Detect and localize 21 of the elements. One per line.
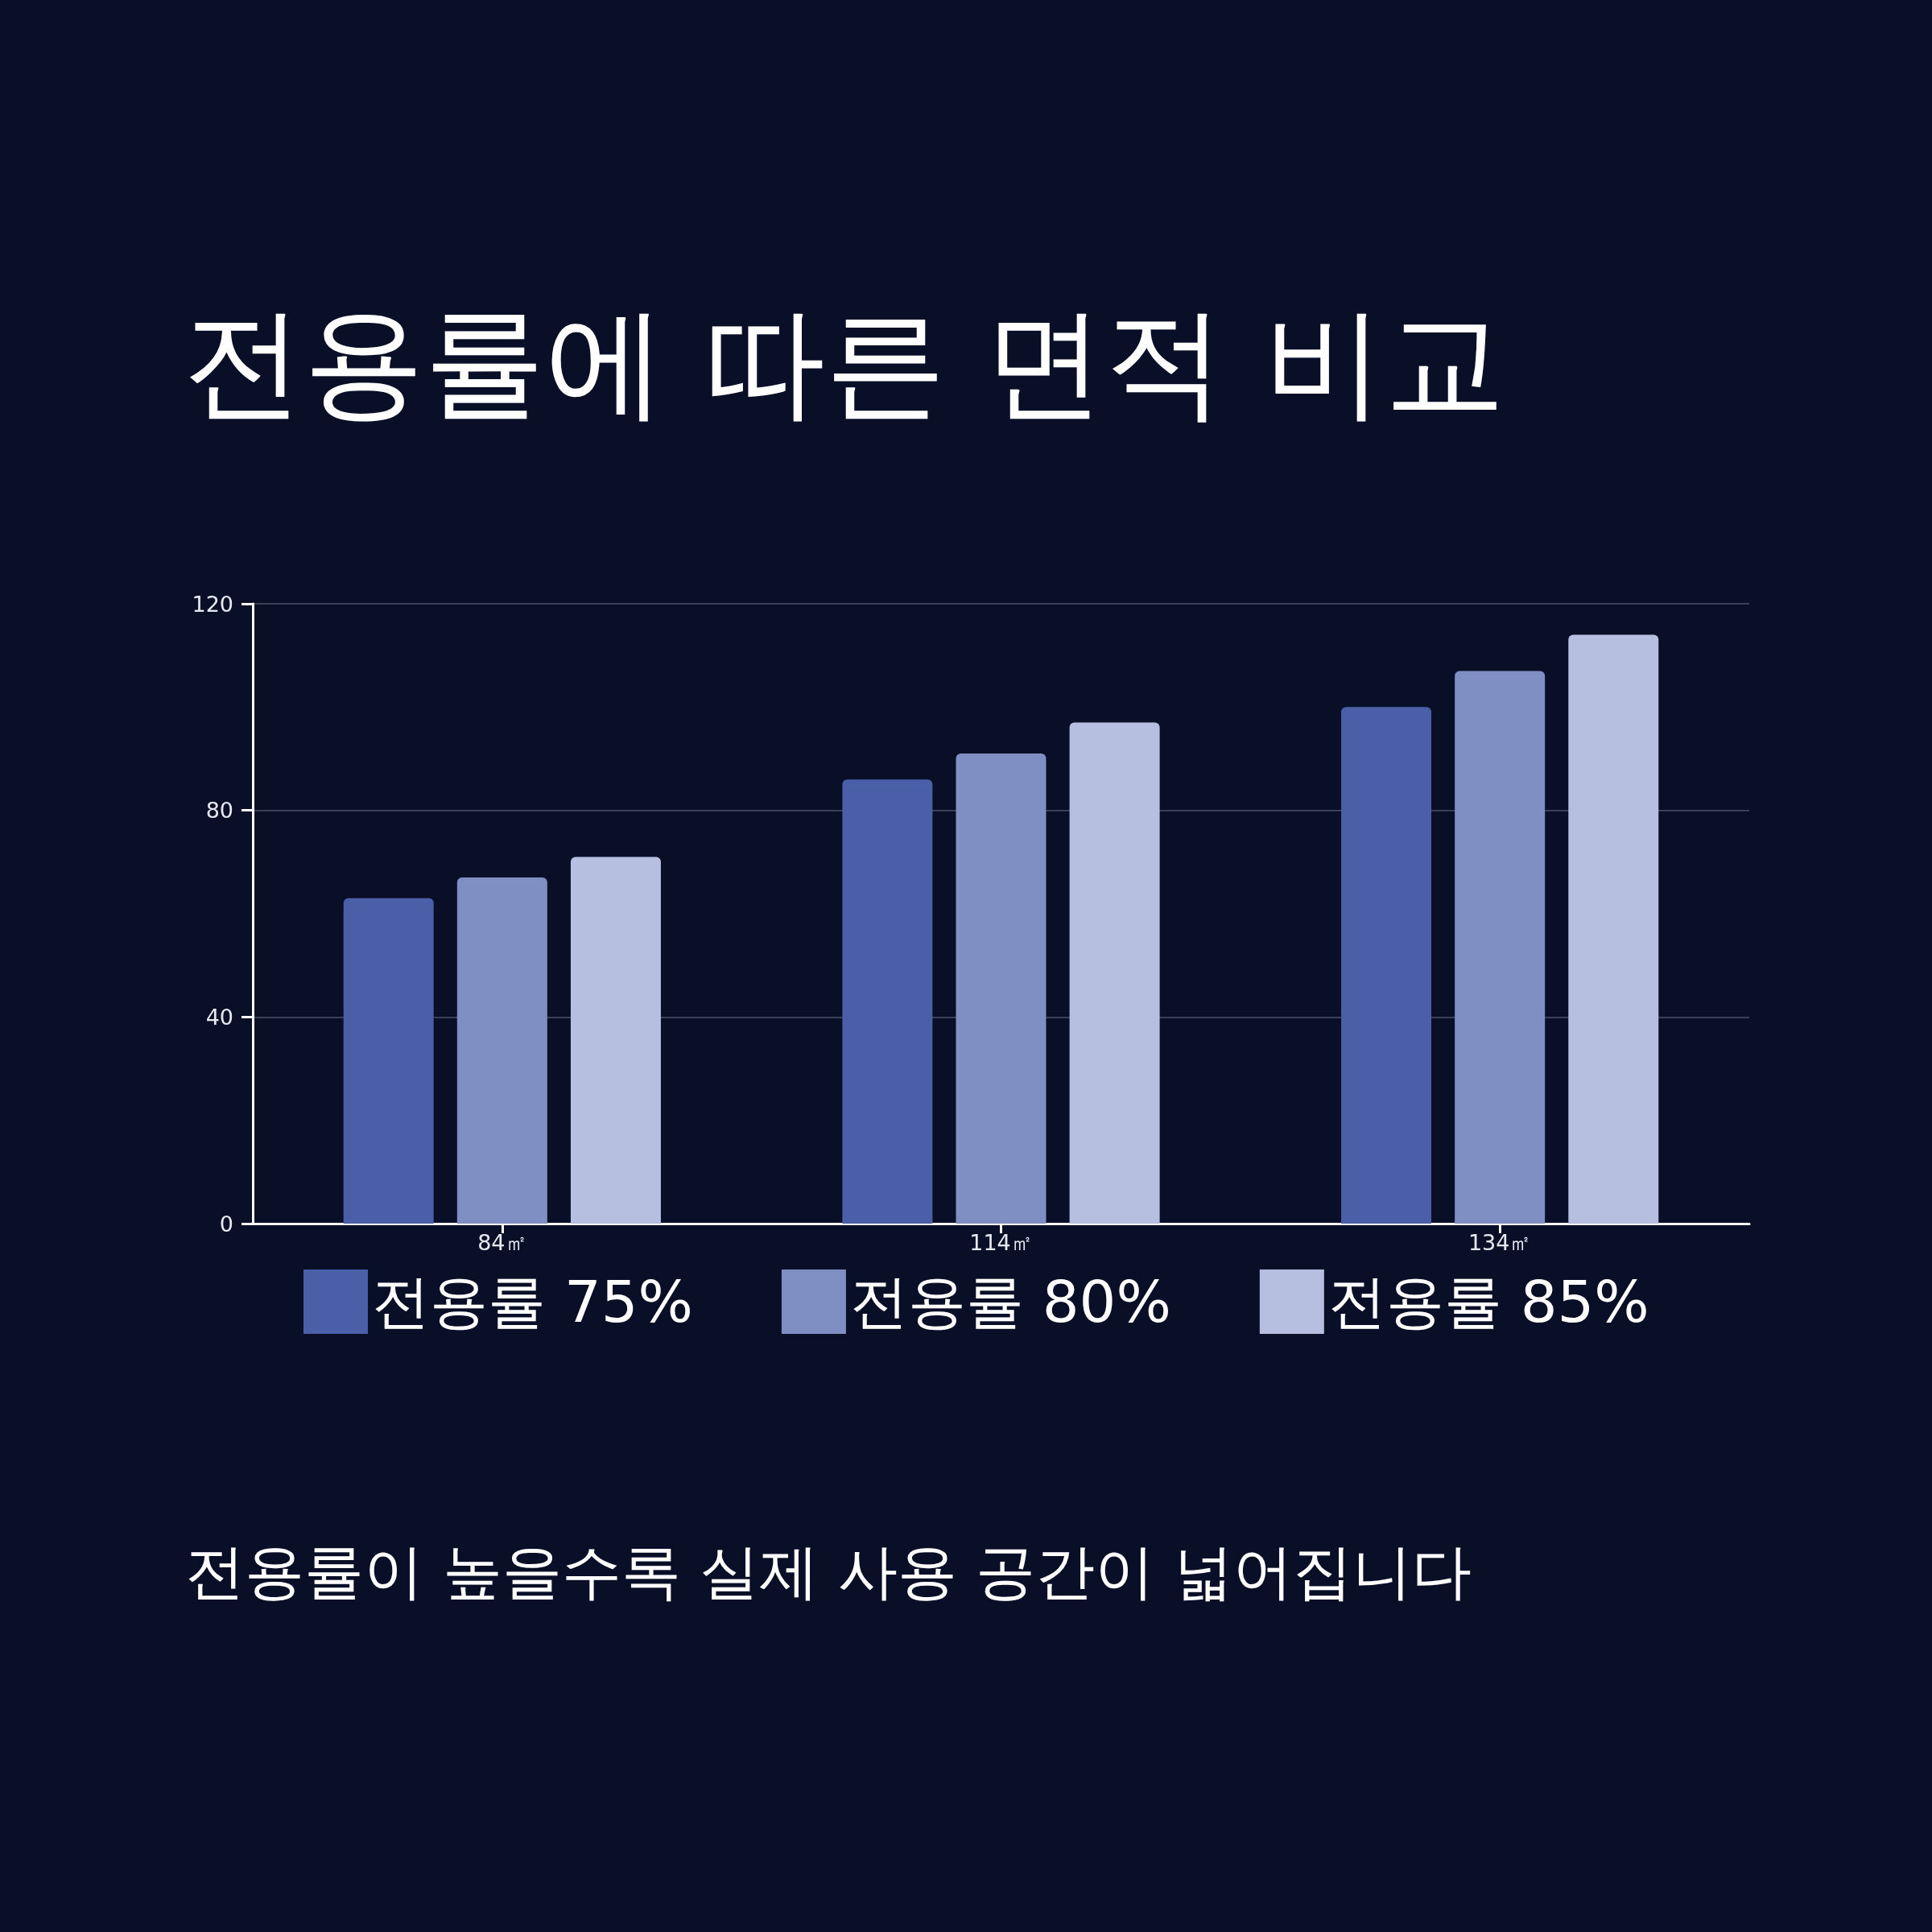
bar [570,857,661,1224]
bar [1568,634,1659,1224]
x-tick-label: 84㎡ [477,1230,527,1255]
y-tick-label: 80 [205,798,233,824]
bar [842,779,933,1224]
legend-label: 전용률 80% [849,1268,1171,1335]
legend-label: 전용률 85% [1327,1268,1649,1335]
bar [456,877,547,1224]
y-tick-label: 0 [219,1211,233,1236]
x-tick-label: 114㎡ [969,1230,1033,1255]
bar [956,753,1046,1224]
chart-title: 전용률에 따른 면적 비교 [183,292,1506,432]
legend-label: 전용률 75% [372,1268,693,1335]
bar [1069,722,1160,1224]
text: 전용률이 높을수록 실제 사용 공간이 넓어집니다 [185,1537,1472,1606]
x-tick-label: 134㎡ [1468,1230,1532,1255]
bar [1455,671,1546,1224]
bar [343,898,434,1224]
bar [1341,707,1432,1224]
y-tick-label: 40 [205,1004,233,1030]
y-tick-label: 120 [192,591,233,617]
